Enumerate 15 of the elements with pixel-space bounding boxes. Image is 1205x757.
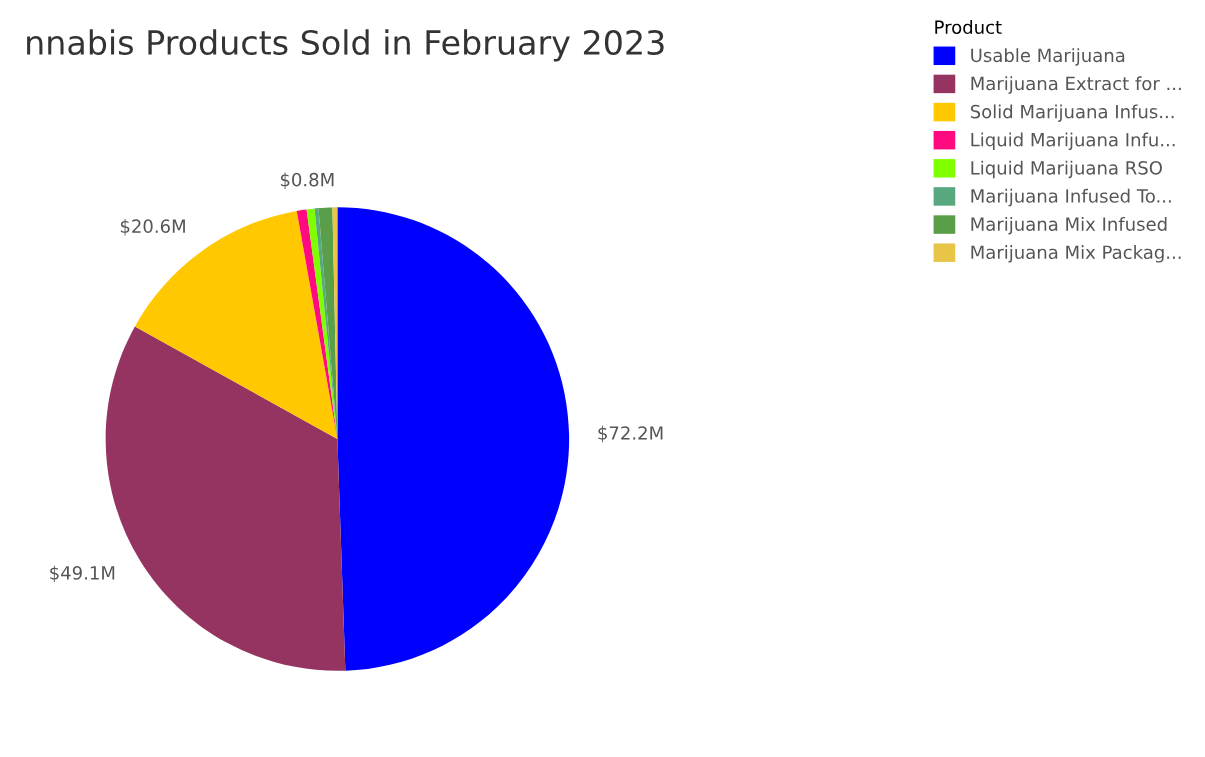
data-label: $49.1M [50, 565, 115, 583]
legend-label: Marijuana Infused To... [971, 188, 1171, 207]
legend-label: Usable Marijuana [971, 48, 1125, 66]
legend-title: Product [935, 20, 1002, 35]
legend-label: Liquid Marijuana RSO [971, 160, 1162, 179]
legend-label: Solid Marijuana Infus... [970, 104, 1174, 122]
legend-label: Marijuana Extract for ... [971, 76, 1181, 94]
chart-title: nnabis Products Sold in February 2023 [27, 29, 664, 62]
data-label: $0.8M [280, 172, 334, 189]
data-label: $20.6M [120, 219, 185, 236]
pie-slice [337, 207, 570, 671]
legend-label: Marijuana Mix Infused [971, 216, 1167, 235]
legend-label: Marijuana Mix Packag... [971, 245, 1181, 263]
data-label: $72.2M [598, 425, 663, 443]
legend-label: Liquid Marijuana Infu... [971, 132, 1175, 151]
